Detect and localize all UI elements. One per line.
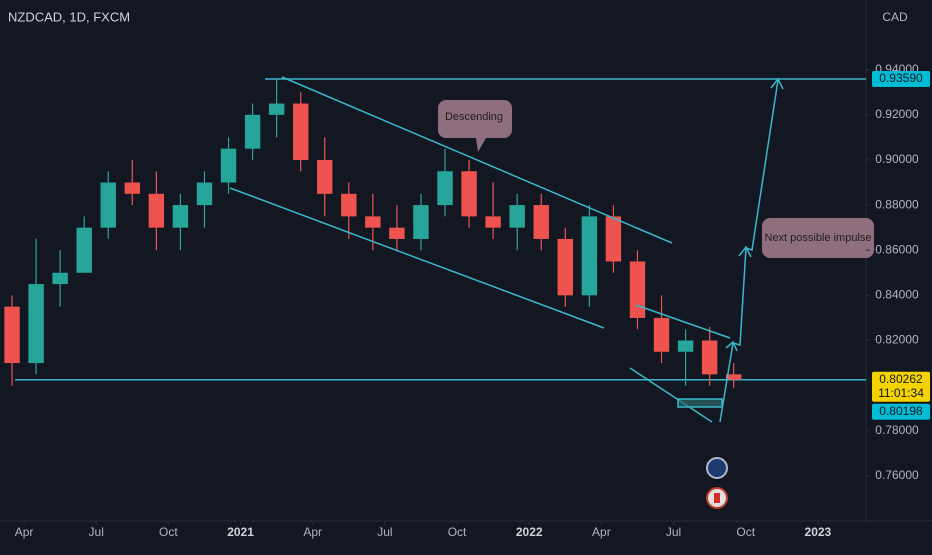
countdown-label: 11:01:34 (878, 386, 924, 400)
x-tick-label: Oct (159, 525, 178, 539)
x-tick-label: Jul (89, 525, 104, 539)
x-tick-label: 2021 (227, 525, 254, 539)
x-tick-label: Oct (736, 525, 755, 539)
y-tick-label: 0.88000 (875, 197, 919, 211)
arrow-head (725, 340, 738, 352)
candle-body (413, 205, 429, 239)
channel-upper (281, 76, 673, 244)
callout-text: Descending (445, 111, 503, 123)
candle-body (725, 374, 742, 380)
channel-lower (229, 187, 605, 329)
wedge-lower (629, 367, 713, 423)
callout-text: Next possible impulse (765, 232, 872, 244)
flag-leaf (714, 493, 720, 503)
candle-body (292, 103, 309, 160)
arrow-head (738, 245, 752, 258)
candle-body (317, 159, 333, 194)
event-icons (706, 457, 728, 509)
callout: Next possible impulse (762, 218, 874, 258)
candle-body (389, 227, 405, 239)
level-label: 0.93590 (879, 71, 923, 85)
candle-body (653, 317, 670, 352)
candle-body (76, 227, 92, 273)
candle-body (196, 182, 213, 206)
x-tick-label: 2023 (805, 525, 832, 539)
candle-body (557, 238, 574, 296)
price-tag (872, 70, 930, 87)
last-price-label: 0.80262 (879, 372, 923, 386)
candle-body (629, 261, 646, 318)
candle-body (220, 148, 237, 183)
callout-box (438, 100, 512, 152)
candle-body (437, 171, 453, 206)
candle-body (100, 182, 116, 228)
x-tick-label: 2022 (516, 525, 543, 539)
y-tick-label: 0.92000 (875, 107, 919, 121)
candle-body (52, 272, 68, 285)
price-tag (872, 371, 930, 402)
candle-body (124, 182, 141, 194)
x-tick-label: Jul (377, 525, 392, 539)
candle-body (677, 340, 694, 352)
chart-title: NZDCAD, 1D, FXCM (8, 9, 130, 24)
callout-box (762, 218, 874, 258)
price-tag (872, 403, 930, 420)
y-tick-label: 0.86000 (875, 242, 919, 256)
y-tick-label: 0.76000 (875, 468, 919, 482)
candles (4, 78, 742, 388)
callout: Descending (438, 100, 512, 152)
x-tick-label: Apr (15, 525, 34, 539)
candle-body (701, 340, 718, 375)
candle-body (461, 171, 477, 217)
zone-box (677, 398, 723, 408)
wedge-upper (635, 304, 731, 339)
candle-body (148, 193, 165, 228)
arrow-head (770, 77, 784, 90)
x-tick-label: Jul (666, 525, 681, 539)
candle-body (341, 193, 357, 217)
y-tick-label: 0.84000 (875, 288, 919, 302)
candle-body (605, 216, 622, 262)
candle-body (244, 114, 261, 149)
candle-body (28, 284, 44, 364)
candle-body (485, 216, 501, 228)
candle-body (4, 306, 20, 364)
drawings (229, 76, 784, 423)
flag-icon (706, 457, 728, 479)
level-label: 0.80198 (879, 404, 923, 418)
x-tick-label: Apr (303, 525, 322, 539)
candle-body (509, 205, 525, 228)
currency-label: CAD (882, 10, 908, 24)
candle-body (172, 205, 189, 228)
candle-body (268, 103, 285, 115)
candle-body (581, 216, 598, 296)
x-tick-label: Oct (448, 525, 467, 539)
impulse-path (719, 79, 779, 423)
candle-body (365, 216, 381, 228)
y-tick-label: 0.78000 (875, 423, 919, 437)
y-tick-label: 0.82000 (875, 333, 919, 347)
y-tick-label: 0.90000 (875, 152, 919, 166)
x-tick-label: Apr (592, 525, 611, 539)
candle-body (533, 205, 549, 239)
